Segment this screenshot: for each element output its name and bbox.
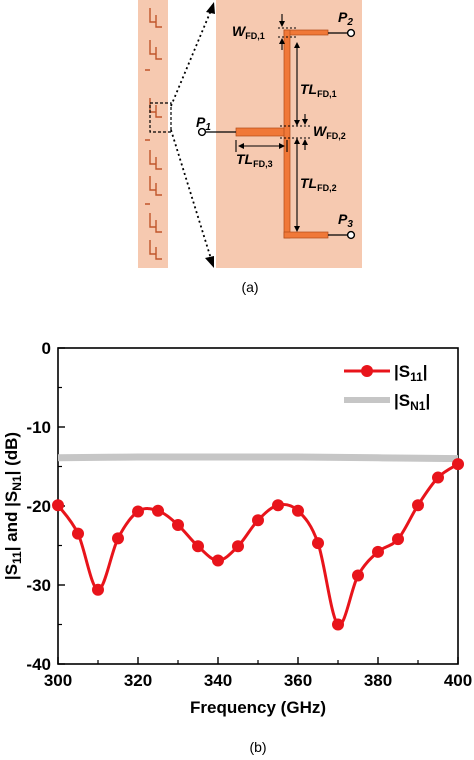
- label-w-fd1: WFD,1: [232, 23, 265, 41]
- s11-data-point: [252, 514, 264, 527]
- trace-tl-fd1-top: [283, 29, 329, 36]
- y-tick-label: 0: [42, 339, 51, 358]
- s11-data-point: [112, 532, 124, 545]
- x-tick-label: 360: [284, 671, 312, 690]
- zoom-lines: [170, 7, 213, 263]
- y-tick-label: -40: [26, 655, 51, 674]
- port-label-p2: P2: [338, 9, 353, 28]
- board-strip: [138, 0, 168, 268]
- s11-data-point: [52, 499, 64, 512]
- port-terminals: [197, 28, 356, 240]
- label-tl-fd1: TLFD,1: [300, 81, 337, 99]
- s11-data-point: [292, 504, 304, 517]
- s11-data-point: [152, 504, 164, 517]
- s11-data-point: [432, 471, 444, 484]
- port-leads: [206, 32, 348, 236]
- s11-data-point: [72, 527, 84, 540]
- label-tl-fd3: TLFD,3: [236, 151, 273, 169]
- caption-b: (b): [249, 739, 266, 755]
- x-tick-label: 320: [124, 671, 152, 690]
- dimension-arrowheads: [238, 21, 308, 232]
- legend-marker-s11: [361, 365, 373, 377]
- zoom-arrowhead-top: [206, 2, 215, 14]
- y-tick-label: -10: [26, 418, 51, 437]
- s11-data-point: [192, 540, 204, 553]
- x-axis-title: Frequency (GHz): [190, 698, 326, 717]
- s11-data-point: [172, 518, 184, 531]
- series-markers: [52, 458, 464, 631]
- s11-data-point: [352, 569, 364, 582]
- s11-data-point: [332, 618, 344, 631]
- s11-data-point: [272, 499, 284, 512]
- traces: [235, 29, 329, 239]
- x-axis-ticks: 300 320 340 360 380 400: [44, 657, 472, 690]
- s11-data-point: [232, 540, 244, 553]
- port-3-terminal: [346, 230, 356, 240]
- strip-structures: [145, 8, 162, 260]
- s11-data-point: [312, 537, 324, 550]
- s11-data-point: [412, 499, 424, 512]
- schematic-figure: P1 P2 P3 WFD,1 TLFD,1 WFD,2 TLFD,3 TLFD,…: [138, 0, 362, 295]
- port-2-terminal: [346, 28, 356, 38]
- s11-data-point: [392, 533, 404, 546]
- trace-tl-fd2-bottom: [283, 231, 329, 239]
- legend-label-s11: |S11|: [394, 362, 428, 384]
- x-tick-label: 340: [204, 671, 232, 690]
- y-tick-label: -30: [26, 576, 51, 595]
- port-label-p3: P3: [338, 211, 353, 230]
- legend: |S11| |SN1|: [344, 362, 430, 413]
- trace-tl-fd3: [235, 127, 289, 137]
- s11-data-point: [92, 583, 104, 596]
- label-w-fd2: WFD,2: [313, 123, 346, 141]
- y-tick-label: -20: [26, 497, 51, 516]
- s11-data-point: [452, 458, 464, 471]
- s11-data-point: [212, 554, 224, 567]
- x-tick-label: 380: [364, 671, 392, 690]
- s11-data-point: [372, 545, 384, 558]
- s-parameter-chart: 300 320 340 360 380 400 0 -10 -20 -30 -40 |S11| |…: [2, 339, 472, 755]
- y-axis-ticks: 0 -10 -20 -30 -40: [26, 339, 65, 674]
- label-tl-fd2: TLFD,2: [300, 175, 337, 193]
- caption-a: (a): [241, 279, 258, 295]
- x-tick-label: 400: [444, 671, 472, 690]
- series-line-sn1: [57, 453, 459, 463]
- legend-label-sn1: |SN1|: [394, 391, 430, 413]
- y-axis-title: |S11| and |SN1| (dB): [2, 432, 24, 580]
- x-tick-label: 300: [44, 671, 72, 690]
- zoom-arrowhead-bottom: [205, 256, 214, 268]
- trace-vertical: [283, 29, 291, 239]
- zoom-selection-box: [149, 102, 172, 133]
- port-1-terminal: [197, 127, 207, 137]
- port-label-p1: P1: [196, 114, 211, 133]
- s11-data-point: [132, 505, 144, 518]
